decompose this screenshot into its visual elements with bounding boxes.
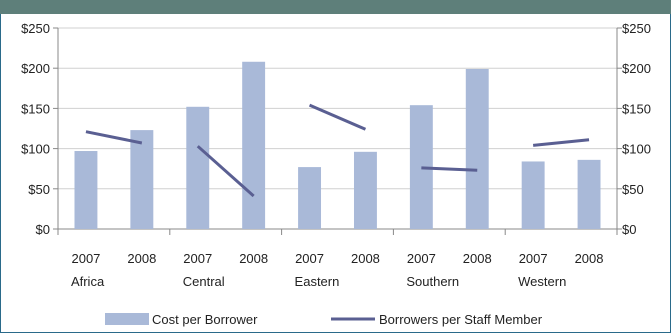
x-tick-label: 2007 [183, 251, 212, 266]
right-tick-label: $200 [622, 61, 651, 76]
bar [409, 105, 433, 229]
line-series [85, 103, 590, 198]
left-tick-label: $150 [21, 101, 50, 116]
line-segment [85, 130, 143, 145]
x-tick-label: 2007 [407, 251, 436, 266]
left-tick-label: $50 [28, 182, 50, 197]
left-axis-ticks: $0 $50 $100 $150 $200 $250 [21, 21, 50, 237]
x-tick-label: 2007 [295, 251, 324, 266]
group-label: Eastern [295, 274, 340, 289]
bar [577, 159, 601, 229]
line-segment [532, 138, 590, 147]
legend-label-bars: Cost per Borrower [152, 312, 258, 327]
bar-series [74, 61, 601, 229]
header-bar [0, 0, 671, 14]
bar [465, 69, 489, 229]
x-tick-label: 2007 [71, 251, 100, 266]
legend: Cost per Borrower Borrowers per Staff Me… [105, 312, 543, 327]
line-segment [196, 145, 255, 198]
x-tick-label: 2008 [463, 251, 492, 266]
x-tick-label: 2008 [239, 251, 268, 266]
right-tick-label: $50 [622, 182, 644, 197]
bar [298, 167, 322, 229]
group-label: Africa [71, 274, 105, 289]
x-tick-label: 2008 [127, 251, 156, 266]
left-tick-label: $0 [36, 222, 50, 237]
legend-swatch-bars [105, 313, 149, 325]
right-tick-label: $100 [622, 142, 651, 157]
bar [521, 161, 545, 229]
right-tick-label: $150 [622, 101, 651, 116]
x-tick-label: 2008 [575, 251, 604, 266]
x-axis-labels: 2007 2008 2007 2008 2007 2008 2007 2008 2007 2008… [71, 251, 604, 289]
group-label: Southern [406, 274, 459, 289]
left-tick-label: $250 [21, 21, 50, 36]
right-tick-label: $250 [622, 21, 651, 36]
right-axis-ticks: $0 $50 $100 $150 $200 $250 [622, 21, 651, 237]
line-segment [308, 103, 367, 131]
bar [186, 106, 210, 229]
group-label: Western [518, 274, 566, 289]
right-tick-label: $0 [622, 222, 636, 237]
left-tick-label: $100 [21, 142, 50, 157]
line-segment [421, 166, 478, 172]
legend-label-line: Borrowers per Staff Member [379, 312, 543, 327]
bar [242, 61, 266, 229]
left-tick-label: $200 [21, 61, 50, 76]
bar [74, 151, 98, 229]
bar [130, 130, 154, 229]
x-tick-label: 2008 [351, 251, 380, 266]
x-tick-label: 2007 [519, 251, 548, 266]
group-label: Central [183, 274, 225, 289]
bar [353, 151, 377, 229]
